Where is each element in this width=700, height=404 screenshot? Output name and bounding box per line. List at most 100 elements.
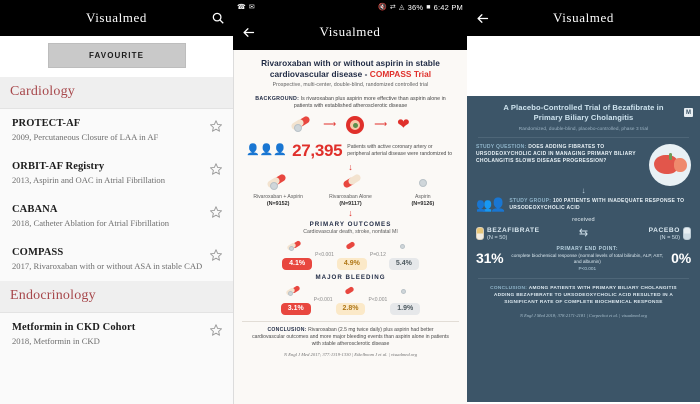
divider <box>0 108 233 109</box>
arm-aspirin: Aspirin (N=9126) <box>387 174 459 207</box>
star-icon[interactable] <box>209 323 225 337</box>
pills-icon <box>242 172 314 192</box>
star-icon[interactable] <box>209 119 225 133</box>
list-item-title: COMPASS <box>12 247 64 258</box>
tablet-icon <box>387 174 459 192</box>
arm-rivaroxaban-alone: Rivaroxaban Alone (N=9117) <box>314 172 386 207</box>
patients-number: 27,395 <box>292 140 343 160</box>
capsule-icon <box>683 227 691 241</box>
list-item-subtitle: 2018, Metformin in CKD <box>12 336 100 346</box>
pills-icon <box>290 114 313 133</box>
p-value: P<0.001 <box>368 297 388 303</box>
divider <box>478 137 689 138</box>
back-arrow-icon[interactable] <box>467 0 497 36</box>
patients-description: Patients with active coronary artery or … <box>347 143 453 157</box>
star-icon[interactable] <box>209 205 225 219</box>
arm-label: Aspirin <box>415 193 431 200</box>
divider <box>478 278 689 279</box>
patients-row: 👤👤👤 27,395 Patients with active coronary… <box>242 141 459 161</box>
arrow-right-icon: ⟶ <box>374 119 388 129</box>
background-text: Is rivaroxaban plus aspirin more effecti… <box>293 95 446 109</box>
artery-plaque-icon <box>346 115 365 134</box>
result-value: 2.8% <box>335 302 366 315</box>
app-title: Visualmed <box>86 10 147 25</box>
primary-results-row: 4.1% P<0.001 4.9% P=0.12 5.4% <box>242 239 459 270</box>
arrow-down-icon: ↓ <box>348 207 353 218</box>
infographic-subtitle: Prospective, multi-center, double-blind,… <box>272 81 429 88</box>
arm-bezafibrate-text: BEZAFIBRATE (N = 50) <box>487 227 540 241</box>
section-header-endocrinology: Endocrinology <box>0 281 233 312</box>
study-list-cardiology: PROTECT-AF 2009, Percutaneous Closure of… <box>0 109 233 281</box>
conclusion-block: CONCLUSION: AMONG PATIENTS WITH PRIMARY … <box>476 285 691 306</box>
received-label: received <box>572 216 595 223</box>
arm-rivaroxaban-aspirin: Rivaroxaban + Aspirin (N=9152) <box>242 172 314 207</box>
list-item-text: PROTECT-AF 2009, Percutaneous Closure of… <box>12 118 209 143</box>
back-arrow-icon[interactable] <box>233 14 263 50</box>
result-value: 4.1% <box>282 257 313 270</box>
conclusion-text: Rivaroxaban (2.5 mg twice daily) plus as… <box>252 327 449 347</box>
study-group-text: 100 PATIENTS WITH INADEQUATE RESPONSE TO… <box>509 198 685 211</box>
list-item-subtitle: 2017, Rivaroxaban with or without ASA in… <box>12 261 203 271</box>
arrow-down-icon: ↓ <box>348 161 353 172</box>
primary-outcomes-title: PRIMARY OUTCOMES <box>309 220 392 228</box>
arrow-right-icon: ⟶ <box>323 119 337 129</box>
primary-endpoint-text-block: PRIMARY END POINT: complete biochemical … <box>507 246 667 271</box>
status-bar: ☎ ✉ 🔇 ⇄ ◬ 36% ■ 6:42 PM <box>233 0 467 14</box>
arm-label: Rivaroxaban Alone <box>329 193 372 200</box>
bezafibrate-card[interactable]: A Placebo-Controlled Trial of Bezafibrat… <box>467 96 700 402</box>
section-header-cardiology: Cardiology <box>0 77 233 108</box>
study-question-text-block: STUDY QUESTION: DOES ADDING FIBRATES TO … <box>476 144 645 165</box>
conclusion-label: CONCLUSION: <box>490 286 528 291</box>
compass-card[interactable]: Rivaroxaban with or without aspirin in s… <box>233 50 467 404</box>
result-value: 4.9% <box>336 257 367 270</box>
major-bleeding-title: MAJOR BLEEDING <box>315 274 386 281</box>
endpoint-label: PRIMARY END POINT: <box>556 245 619 252</box>
study-group-row: 👥👤 STUDY GROUP: 100 PATIENTS WITH INADEQ… <box>476 198 691 212</box>
p-value: P<0.001 <box>315 252 334 258</box>
background-icon-row: ⟶ ⟶ ❤ <box>242 114 459 134</box>
split-arrows-icon: ⇆ <box>578 227 589 240</box>
list-item-text: CABANA 2018, Catheter Ablation for Atria… <box>12 204 209 229</box>
favourite-row: FAVOURITE <box>0 36 233 77</box>
study-group-label: STUDY GROUP: <box>509 198 552 204</box>
conclusion-label: CONCLUSION: <box>267 327 307 333</box>
people-icon: 👤👤👤 <box>246 144 288 156</box>
list-item-subtitle: 2009, Percutaneous Closure of LAA in AF <box>12 132 159 142</box>
clock-time: 6:42 PM <box>433 2 463 12</box>
result-cell: 3.1% <box>280 284 311 315</box>
appbar-list: Visualmed <box>0 0 233 36</box>
primary-endpoint-row: 31% PRIMARY END POINT: complete biochemi… <box>476 246 691 271</box>
endpoint-text: complete biochemical response (normal le… <box>511 252 664 264</box>
list-item[interactable]: CABANA 2018, Catheter Ablation for Atria… <box>0 195 233 238</box>
arm-count: (N=9126) <box>411 200 435 207</box>
search-icon[interactable] <box>203 0 233 36</box>
list-item-subtitle: 2018, Catheter Ablation for Atrial Fibri… <box>12 218 170 228</box>
favourite-button[interactable]: FAVOURITE <box>47 43 186 68</box>
section-title: Cardiology <box>10 84 75 99</box>
list-item[interactable]: ORBIT-AF Registry 2013, Aspirin and OAC … <box>0 152 233 195</box>
journal-badge: M <box>684 108 693 117</box>
screen-bezafibrate-infographic: Visualmed A Placebo-Controlled Trial of … <box>467 0 700 404</box>
screen-study-list: Visualmed FAVOURITE Cardiology PROTECT-A… <box>0 0 233 404</box>
list-item[interactable]: COMPASS 2017, Rivaroxaban with or withou… <box>0 238 233 281</box>
capsule-icon <box>476 227 484 241</box>
result-left-value: 31% <box>476 250 504 267</box>
list-item-subtitle: 2013, Aspirin and OAC in Atrial Fibrilla… <box>12 175 166 185</box>
star-icon[interactable] <box>209 162 225 176</box>
list-item[interactable]: PROTECT-AF 2009, Percutaneous Closure of… <box>0 109 233 152</box>
conclusion-text: AMONG PATIENTS WITH PRIMARY BILIARY CHOL… <box>493 286 677 305</box>
list-item[interactable]: Metformin in CKD Cohort 2018, Metformin … <box>0 313 233 356</box>
message-icon: ✉ <box>248 3 255 11</box>
arm-label: BEZAFIBRATE <box>487 226 540 234</box>
primary-outcomes-subtitle: Cardiovascular death, stroke, nonfatal M… <box>303 229 398 236</box>
infographic-title: A Placebo-Controlled Trial of Bezafibrat… <box>503 103 664 122</box>
treatment-arms: Rivaroxaban + Aspirin (N=9152) Rivaroxab… <box>242 172 459 207</box>
capsule-icon <box>336 285 366 297</box>
appbar-detail: Visualmed <box>467 0 700 36</box>
list-item-text: ORBIT-AF Registry 2013, Aspirin and OAC … <box>12 161 209 186</box>
bleeding-results-row: 3.1% P<0.001 2.8% P<0.001 1.9% <box>242 284 459 315</box>
card-top-whitespace <box>467 36 700 96</box>
study-question-text: DOES ADDING FIBRATES TO URSODEOXYCHOLIC … <box>476 144 636 164</box>
star-icon[interactable] <box>209 248 225 262</box>
